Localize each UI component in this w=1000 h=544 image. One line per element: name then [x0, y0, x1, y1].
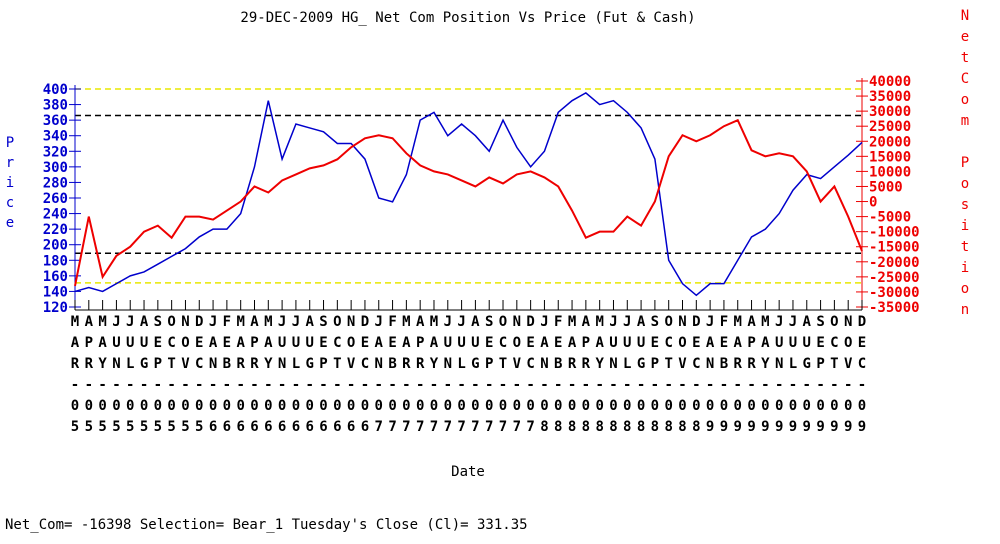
- x-tick-label: JUL-09: [785, 314, 801, 440]
- x-tick-label: OCT-09: [826, 314, 842, 440]
- x-tick-label: SEP-09: [813, 314, 829, 440]
- x-tick-label: NOV-05: [177, 314, 193, 440]
- y-tick-label: 400: [43, 82, 68, 98]
- y2-tick-label: -20000: [869, 255, 920, 271]
- x-tick-label: JAN-06: [205, 314, 221, 440]
- y2-tick-label: -30000: [869, 285, 920, 301]
- x-tick-label: DEC-05: [191, 314, 207, 440]
- y2-tick-label: 20000: [869, 134, 911, 150]
- x-tick-label: SEP-07: [481, 314, 497, 440]
- y2-tick-label: -5000: [869, 210, 911, 226]
- x-tick-label: AUG-05: [136, 314, 152, 440]
- y2-tick-label: -35000: [869, 300, 920, 316]
- y2-tick-label: 25000: [869, 119, 911, 135]
- x-tick-label: JUN-06: [274, 314, 290, 440]
- x-tick-label: MAR-08: [564, 314, 580, 440]
- x-tick-label: DEC-08: [688, 314, 704, 440]
- x-tick-label: MAY-08: [592, 314, 608, 440]
- series-line: [74, 118, 863, 287]
- y2-tick-label: 40000: [869, 74, 911, 90]
- x-tick-label: APR-07: [412, 314, 428, 440]
- x-tick-label: MAR-07: [398, 314, 414, 440]
- y2-tick-label: 5000: [869, 179, 903, 195]
- x-tick-label: JUN-08: [605, 314, 621, 440]
- x-tick-label: OCT-07: [495, 314, 511, 440]
- x-tick-label: JAN-08: [536, 314, 552, 440]
- y2-tick-label: 35000: [869, 89, 911, 105]
- x-tick-label: APR-09: [744, 314, 760, 440]
- x-tick-label: OCT-05: [164, 314, 180, 440]
- x-axis-label: Date: [451, 464, 485, 480]
- x-tick-label: AUG-08: [633, 314, 649, 440]
- y-tick-label: 120: [43, 300, 68, 316]
- x-tick-label: DEC-06: [357, 314, 373, 440]
- x-tick-label: MAR-09: [730, 314, 746, 440]
- x-tick-label: DEC-09: [854, 314, 870, 440]
- y2-tick-label: 10000: [869, 164, 911, 180]
- x-tick-label: SEP-08: [647, 314, 663, 440]
- x-tick-label: MAY-07: [426, 314, 442, 440]
- y2-tick-label: 30000: [869, 104, 911, 120]
- x-tick-label: SEP-05: [150, 314, 166, 440]
- x-tick-label: AUG-09: [799, 314, 815, 440]
- x-tick-label: MAR-05: [67, 314, 83, 440]
- y2-tick-label: -25000: [869, 270, 920, 286]
- x-tick-label: NOV-06: [343, 314, 359, 440]
- y2-tick-label: -15000: [869, 240, 920, 256]
- x-tick-label: FEB-08: [550, 314, 566, 440]
- x-tick-label: FEB-06: [219, 314, 235, 440]
- x-tick-label: AUG-07: [467, 314, 483, 440]
- y-tick-label: 320: [43, 144, 68, 160]
- x-tick-label: APR-08: [578, 314, 594, 440]
- status-line: Net_Com= -16398 Selection= Bear_1 Tuesda…: [5, 517, 528, 533]
- x-tick-label: APR-06: [246, 314, 262, 440]
- x-tick-label: NOV-09: [840, 314, 856, 440]
- y-tick-label: 140: [43, 284, 68, 300]
- y-tick-label: 180: [43, 253, 68, 269]
- y2-tick-label: -10000: [869, 225, 920, 241]
- x-tick-label: NOV-08: [675, 314, 691, 440]
- y-tick-label: 280: [43, 175, 68, 191]
- y2-tick-label: 15000: [869, 149, 911, 165]
- y-axis-label: Price: [2, 135, 18, 235]
- y-tick-label: 300: [43, 160, 68, 176]
- x-tick-label: MAR-06: [233, 314, 249, 440]
- chart-title: 29-DEC-2009 HG_ Net Com Position Vs Pric…: [240, 10, 695, 26]
- x-tick-label: JAN-07: [371, 314, 387, 440]
- y-tick-label: 220: [43, 222, 68, 238]
- y-tick-label: 260: [43, 191, 68, 207]
- x-tick-label: JUL-05: [122, 314, 138, 440]
- x-tick-label: OCT-06: [329, 314, 345, 440]
- y2-tick-label: 0: [869, 195, 877, 211]
- x-tick-label: NOV-07: [509, 314, 525, 440]
- y-tick-label: 240: [43, 207, 68, 223]
- y-tick-label: 380: [43, 98, 68, 114]
- x-tick-label: JUL-06: [288, 314, 304, 440]
- x-tick-label: JUL-07: [454, 314, 470, 440]
- x-tick-label: JUL-08: [619, 314, 635, 440]
- x-tick-label: MAY-05: [95, 314, 111, 440]
- y-tick-label: 360: [43, 113, 68, 129]
- x-tick-label: JUN-07: [440, 314, 456, 440]
- x-tick-label: MAY-09: [757, 314, 773, 440]
- x-tick-label: JAN-09: [702, 314, 718, 440]
- series-line: [74, 91, 863, 297]
- y-tick-label: 160: [43, 269, 68, 285]
- x-tick-label: SEP-06: [316, 314, 332, 440]
- x-tick-label: APR-05: [81, 314, 97, 440]
- x-tick-label: FEB-09: [716, 314, 732, 440]
- x-tick-label: AUG-06: [302, 314, 318, 440]
- x-tick-label: OCT-08: [661, 314, 677, 440]
- x-tick-label: FEB-07: [385, 314, 401, 440]
- x-tick-label: JUN-09: [771, 314, 787, 440]
- y2-axis-label: NetCom Position: [957, 8, 973, 323]
- x-tick-label: DEC-07: [523, 314, 539, 440]
- y-tick-label: 340: [43, 129, 68, 145]
- x-tick-label: JUN-05: [108, 314, 124, 440]
- x-tick-label: MAY-06: [260, 314, 276, 440]
- y-tick-label: 200: [43, 238, 68, 254]
